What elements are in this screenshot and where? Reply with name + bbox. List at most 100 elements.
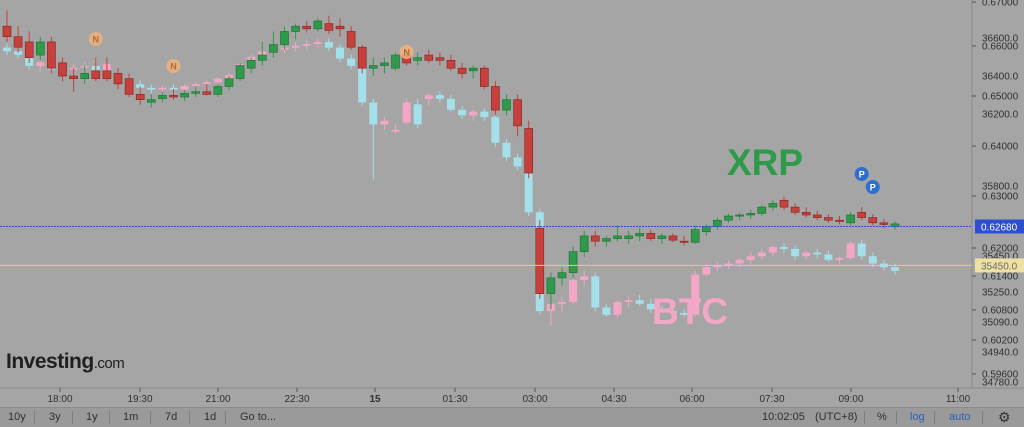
btc-candle <box>380 120 389 125</box>
xrp-tick-label: 0.67000 <box>982 0 1019 9</box>
xrp-tick-label: 0.60200 <box>982 336 1019 347</box>
x-tick-label: 09:00 <box>838 394 863 405</box>
btc-candle <box>768 247 777 253</box>
xrp-candle <box>357 46 367 69</box>
settings-gear-icon[interactable]: ⚙ <box>998 409 1011 425</box>
xrp-candle <box>735 214 744 217</box>
event-marker-label: N <box>93 35 100 45</box>
btc-candle <box>480 111 489 118</box>
xrp-candle <box>202 91 212 95</box>
xrp-candle <box>479 67 489 87</box>
xrp-tick-label: 0.61400 <box>982 272 1019 283</box>
event-marker-n <box>166 59 181 73</box>
range-7d[interactable]: 7d <box>165 411 178 423</box>
xrp-candle <box>47 41 56 69</box>
xrp-candle <box>313 20 323 30</box>
btc-candle <box>402 102 411 123</box>
range-3y[interactable]: 3y <box>49 411 61 423</box>
xrp-candle <box>835 219 844 222</box>
btc-candle <box>347 58 356 66</box>
xrp-candle <box>335 25 345 30</box>
btc-candle <box>868 256 877 264</box>
auto-scale-toggle[interactable]: auto <box>949 411 971 423</box>
x-tick-label: 03:00 <box>522 394 547 405</box>
event-marker-n <box>399 45 414 59</box>
xrp-price-tag <box>975 219 1024 234</box>
btc-candle <box>735 259 744 264</box>
btc-candle <box>435 95 444 99</box>
xrp-candle <box>424 54 434 61</box>
btc-candle <box>791 248 800 257</box>
x-tick-label: 06:00 <box>679 394 704 405</box>
btc-candle <box>413 104 422 125</box>
xrp-candle <box>235 65 245 79</box>
btc-candle <box>458 109 467 116</box>
range-1m[interactable]: 1m <box>123 411 139 423</box>
xrp-candle <box>58 62 67 77</box>
xrp-candle <box>135 94 145 100</box>
btc-candle <box>635 300 644 304</box>
btc-candle <box>3 47 11 52</box>
xrp-candle <box>213 86 223 95</box>
range-1y[interactable]: 1y <box>86 411 98 423</box>
xrp-candle <box>169 95 178 98</box>
xrp-candle <box>546 277 556 294</box>
goto-date-button[interactable]: Go to... <box>240 411 277 423</box>
xrp-candle <box>457 67 467 74</box>
btc-candle <box>580 276 589 281</box>
btc-candle <box>358 65 367 103</box>
xrp-tick-label: 0.66000 <box>982 42 1019 53</box>
btc-tick-label: 36600.0 <box>982 34 1019 45</box>
btc-candle <box>824 254 833 260</box>
x-tick-label: 07:30 <box>759 394 784 405</box>
event-marker-label: N <box>403 48 410 58</box>
xrp-candle <box>801 212 811 216</box>
event-markers[interactable]: N N N PP <box>88 32 880 194</box>
btc-candle <box>158 87 167 90</box>
investing-logo: Investing.com <box>6 350 125 373</box>
btc-price-tag-label: 35450.0 <box>981 261 1018 272</box>
btc-candle <box>813 252 822 255</box>
grid <box>0 0 1024 389</box>
btc-candle <box>657 309 666 312</box>
btc-candle <box>391 129 400 132</box>
percent-toggle[interactable]: % <box>877 411 887 423</box>
btc-candle <box>891 267 899 271</box>
btc-candle <box>313 42 322 44</box>
xrp-candle <box>635 233 645 237</box>
xrp-candle <box>446 59 456 69</box>
x-tick-label: 22:30 <box>284 394 309 405</box>
xrp-candle <box>535 227 545 294</box>
xrp-candle <box>624 235 633 239</box>
btc-tick-label: 35250.0 <box>982 288 1019 299</box>
btc-candle <box>624 300 633 302</box>
xrp-candle <box>391 54 400 69</box>
xrp-candle <box>768 203 778 208</box>
xrp-candle <box>435 57 445 61</box>
xrp-candle <box>280 31 289 45</box>
clock-timezone[interactable]: (UTC+8) <box>815 411 858 423</box>
xrp-candle <box>757 206 767 214</box>
xrp-label: XRP <box>727 142 804 183</box>
log-toggle[interactable]: log <box>910 411 925 423</box>
btc-candle <box>613 301 622 315</box>
btc-candle <box>447 98 455 110</box>
btc-candle <box>846 243 855 259</box>
time-axis: 18:00 19:30 21:00 22:30 15 01:30 03:00 04:30 06:… <box>47 388 971 405</box>
event-marker-label: N <box>170 62 177 72</box>
xrp-candle <box>502 99 511 111</box>
range-1d[interactable]: 1d <box>204 411 217 423</box>
btc-candle <box>169 87 178 90</box>
xrp-candle <box>857 212 867 218</box>
btc-candle <box>202 82 211 85</box>
xrp-candle <box>590 235 600 242</box>
xrp-candle <box>557 272 567 279</box>
range-10y[interactable]: 10y <box>8 411 26 423</box>
btc-tick-label: 35800.0 <box>982 182 1019 193</box>
btc-candle <box>36 62 45 66</box>
btc-tick-label: 35450.0 <box>982 252 1019 263</box>
clock-time: 10:02:05 <box>762 411 805 423</box>
xrp-candle <box>657 235 667 239</box>
xrp-candle <box>679 240 689 243</box>
